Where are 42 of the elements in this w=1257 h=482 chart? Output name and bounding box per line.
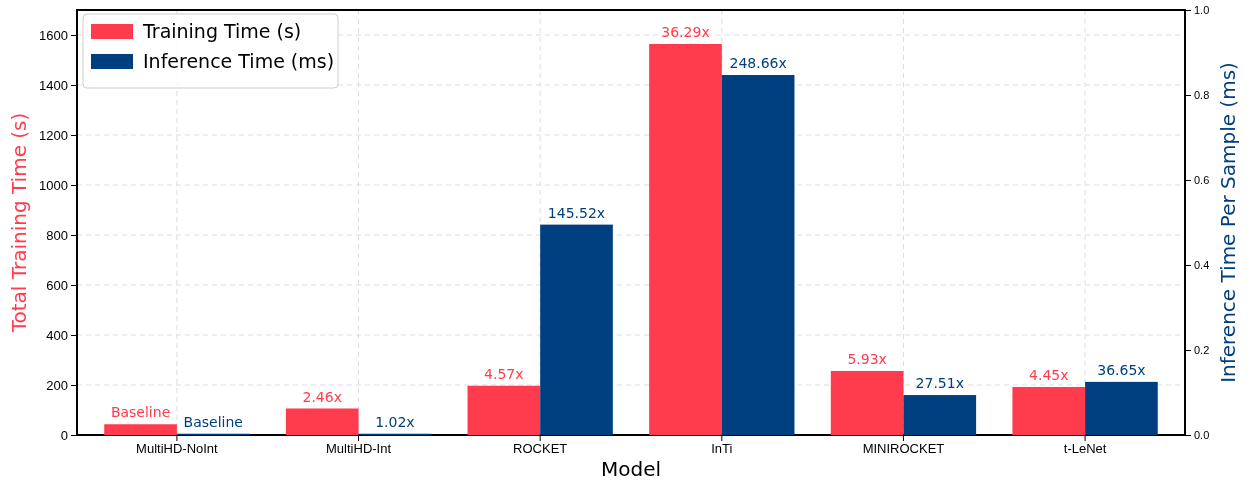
x-tick-label: t-LeNet: [1063, 441, 1107, 457]
bar: [285, 408, 359, 435]
legend-label: Training Time (s): [142, 20, 302, 42]
bar: [467, 385, 541, 435]
annotation: 1.02x: [375, 413, 415, 430]
bar: [104, 424, 177, 435]
legend-label: Inference Time (ms): [143, 50, 335, 72]
x-tick-label: MultiHD-Int: [326, 441, 392, 457]
annotation: 4.57x: [484, 365, 524, 382]
y-tick-label: 1000: [39, 177, 68, 193]
x-tick-label: MultiHD-NoInt: [136, 441, 219, 457]
y2-tick-label: 0.4: [1194, 259, 1210, 272]
y-axis-title: Total Training Time (s): [7, 112, 31, 334]
annotation: Baseline: [110, 404, 171, 421]
y2-tick-label: 0.2: [1194, 344, 1210, 357]
annotation: 2.46x: [302, 388, 342, 405]
annotation: 4.45x: [1029, 367, 1069, 383]
y-tick-label: 1600: [39, 27, 68, 43]
annotation: 36.29x: [661, 24, 710, 40]
annotation: 5.93x: [847, 351, 887, 367]
bar: [540, 224, 613, 435]
y-tick-label: 800: [46, 227, 68, 243]
annotation: 36.65x: [1097, 361, 1146, 378]
annotation: 248.66x: [729, 55, 787, 71]
x-tick-label: InTi: [711, 441, 733, 457]
x-axis-title: Model: [600, 457, 662, 481]
y2-tick-label: 0.0: [1194, 429, 1210, 442]
x-tick-label: MINIROCKET: [862, 441, 945, 457]
annotation: 145.52x: [547, 204, 606, 221]
y-tick-label: 1200: [39, 127, 68, 143]
annotation: Baseline: [183, 413, 243, 430]
y2-axis-title: Inference Time Per Sample (ms): [1216, 62, 1240, 383]
y2-tick-label: 0.8: [1194, 89, 1210, 102]
y-tick-label: 200: [46, 377, 68, 393]
y-tick-label: 400: [46, 327, 68, 343]
x-tick-label: ROCKET: [513, 441, 568, 457]
y-tick-label: 600: [46, 277, 68, 293]
y2-tick-label: 0.6: [1194, 174, 1210, 187]
y2-tick-label: 1.0: [1194, 4, 1210, 17]
y-tick-label: 1400: [39, 77, 68, 93]
annotation: 27.51x: [915, 375, 964, 391]
y-tick-label: 0: [60, 427, 68, 443]
